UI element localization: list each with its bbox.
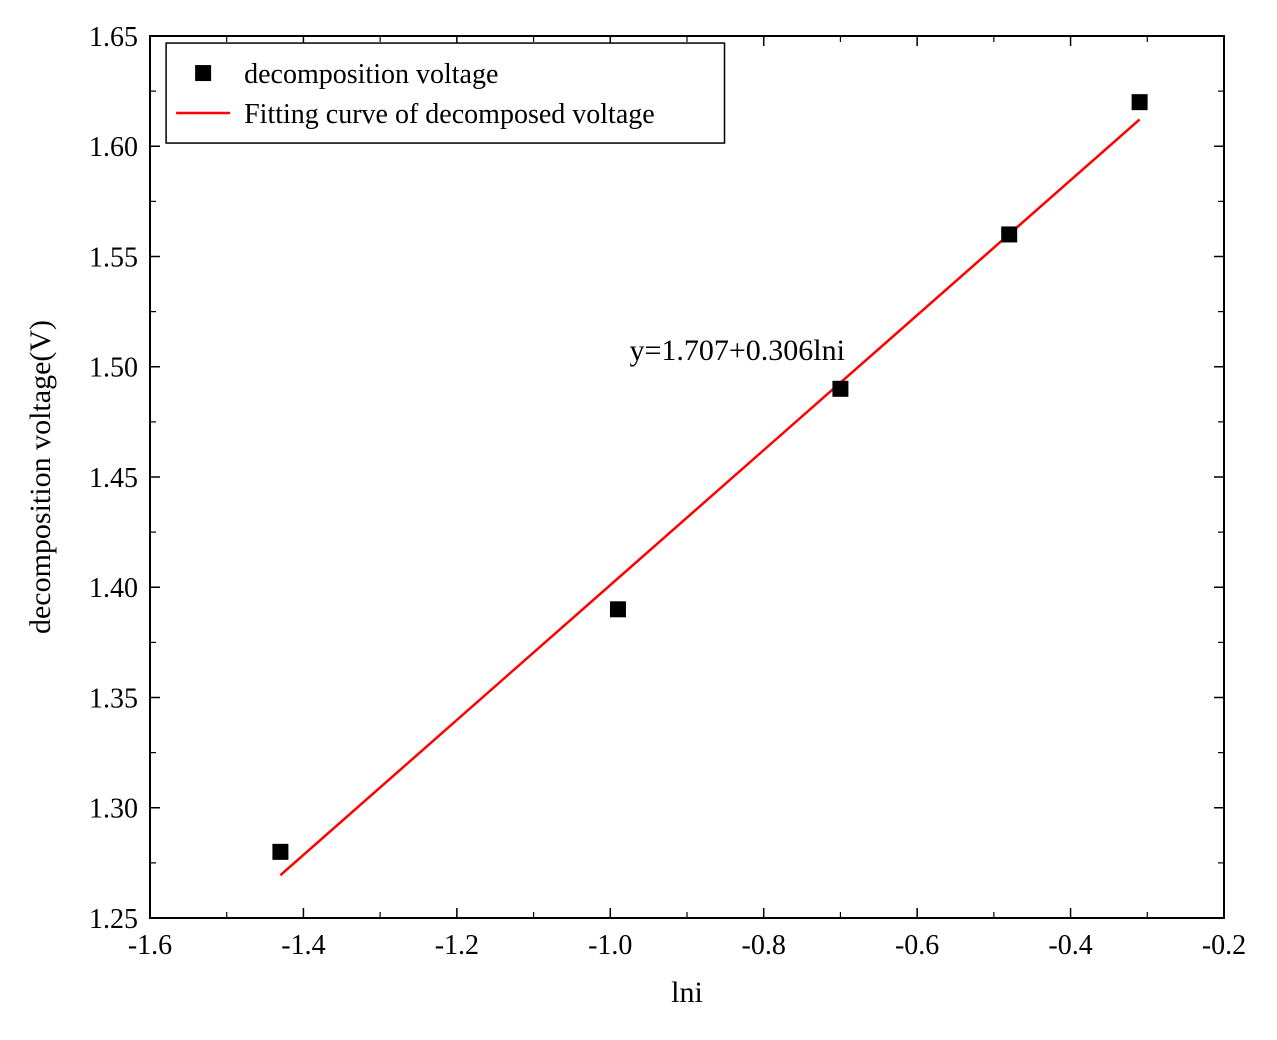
chart-background — [0, 0, 1277, 1040]
y-tick-label: 1.40 — [89, 573, 138, 604]
y-tick-label: 1.35 — [89, 683, 138, 714]
x-tick-label: -0.4 — [1048, 930, 1092, 961]
x-tick-label: -0.8 — [742, 930, 786, 961]
x-tick-label: -0.6 — [895, 930, 939, 961]
y-tick-label: 1.60 — [89, 132, 138, 163]
y-tick-label: 1.45 — [89, 463, 138, 494]
y-tick-label: 1.30 — [89, 794, 138, 825]
x-tick-label: -1.0 — [588, 930, 632, 961]
scatter-point — [1001, 226, 1017, 242]
scatter-point — [832, 381, 848, 397]
legend: decomposition voltage Fitting curve of de… — [166, 43, 724, 143]
x-axis-label: lni — [671, 976, 703, 1009]
equation-annotation: y=1.707+0.306lni — [629, 334, 845, 367]
y-tick-label: 1.25 — [89, 904, 138, 935]
y-tick-label: 1.55 — [89, 242, 138, 273]
chart-svg: -1.6-1.4-1.2-1.0-0.8-0.6-0.4-0.2lni1.251… — [0, 0, 1277, 1040]
scatter-point — [1132, 94, 1148, 110]
chart-container: -1.6-1.4-1.2-1.0-0.8-0.6-0.4-0.2lni1.251… — [0, 0, 1277, 1040]
y-axis-label: decomposition voltage(V) — [24, 320, 57, 634]
y-tick-label: 1.65 — [89, 22, 138, 53]
legend-label: Fitting curve of decomposed voltage — [244, 99, 655, 130]
legend-label: decomposition voltage — [244, 59, 498, 90]
y-tick-label: 1.50 — [89, 353, 138, 384]
x-tick-label: -1.4 — [281, 930, 325, 961]
scatter-point — [272, 844, 288, 860]
x-tick-label: -1.2 — [435, 930, 479, 961]
scatter-point — [610, 601, 626, 617]
x-tick-label: -0.2 — [1202, 930, 1246, 961]
legend-marker-icon — [195, 65, 211, 81]
